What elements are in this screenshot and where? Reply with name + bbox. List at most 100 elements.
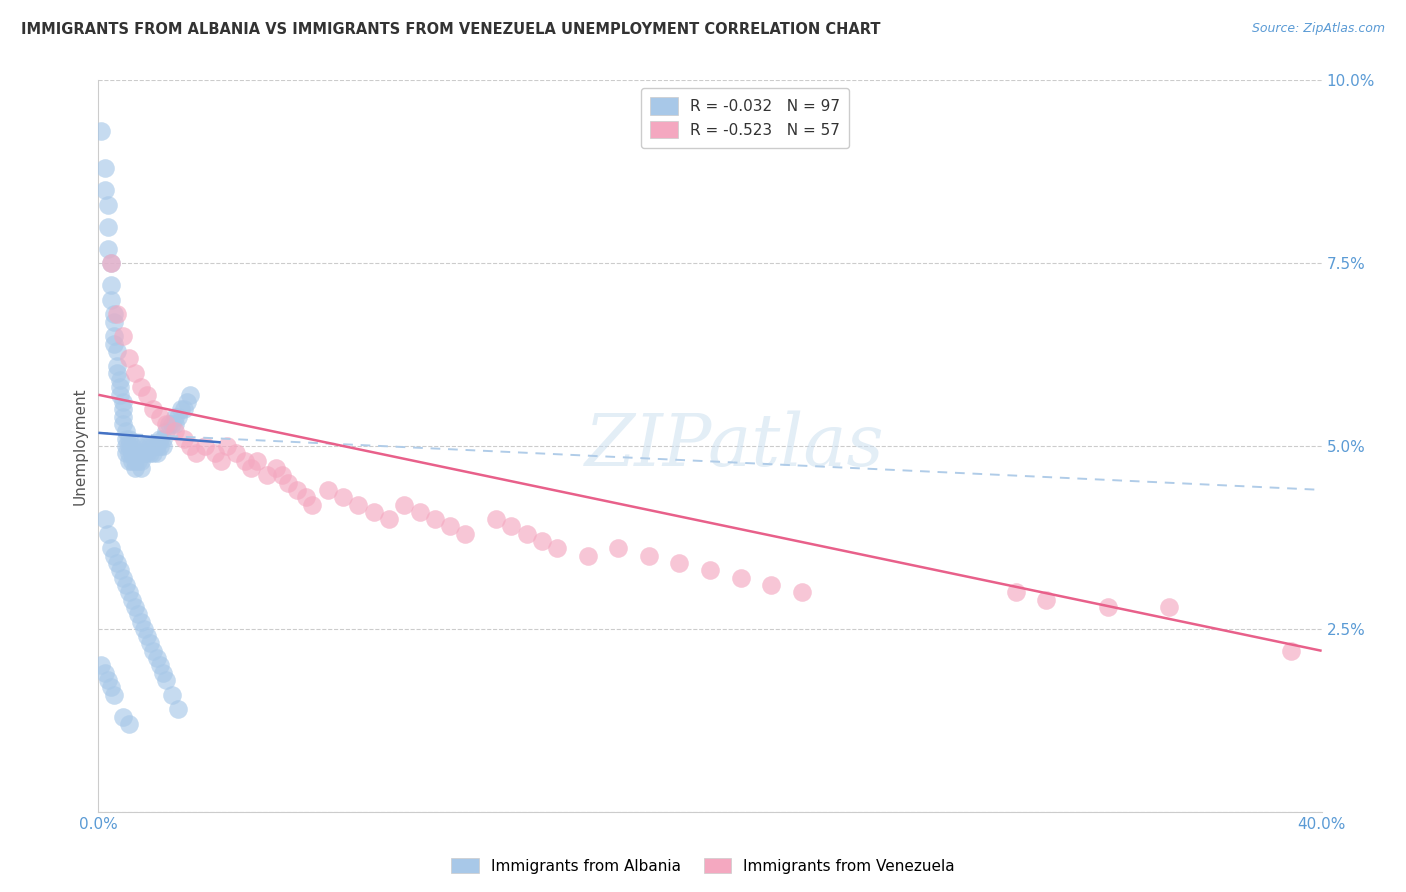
Point [111, 395, 134, 409]
Point [149, 409, 172, 424]
Point [163, 417, 186, 431]
Point [167, 409, 190, 424]
Point [97, 526, 120, 541]
Point [129, 380, 152, 394]
Point [121, 592, 143, 607]
Point [115, 432, 138, 446]
Point [100, 681, 122, 695]
Point [408, 505, 430, 519]
Point [332, 490, 354, 504]
Point [142, 402, 165, 417]
Point [155, 673, 177, 687]
Point [439, 519, 461, 533]
Point [546, 541, 568, 556]
Point [115, 578, 138, 592]
Point [129, 461, 152, 475]
Point [118, 439, 141, 453]
Point [103, 336, 125, 351]
Point [118, 717, 141, 731]
Point [145, 651, 167, 665]
Point [103, 329, 125, 343]
Point [173, 432, 195, 446]
Point [124, 446, 146, 460]
Point [127, 439, 149, 453]
Point [124, 453, 146, 467]
Point [100, 541, 122, 556]
Point [285, 483, 308, 497]
Point [167, 702, 190, 716]
Point [103, 549, 125, 563]
Point [118, 453, 141, 467]
Point [108, 388, 131, 402]
Point [176, 395, 198, 409]
Point [100, 256, 122, 270]
Point [152, 439, 174, 453]
Point [90, 658, 112, 673]
Point [118, 432, 141, 446]
Point [134, 446, 156, 460]
Point [111, 409, 134, 424]
Point [93, 512, 115, 526]
Point [607, 541, 630, 556]
Point [118, 585, 141, 599]
Point [155, 425, 177, 439]
Point [170, 402, 193, 417]
Point [115, 425, 138, 439]
Point [134, 439, 156, 453]
Point [204, 446, 226, 460]
Point [124, 366, 146, 380]
Point [347, 498, 370, 512]
Point [152, 432, 174, 446]
Point [295, 490, 318, 504]
Point [97, 673, 120, 687]
Point [129, 615, 152, 629]
Point [186, 446, 208, 460]
Point [668, 556, 690, 570]
Point [136, 439, 159, 453]
Point [240, 461, 263, 475]
Point [93, 161, 115, 175]
Point [209, 453, 232, 467]
Point [179, 439, 201, 453]
Legend: Immigrants from Albania, Immigrants from Venezuela: Immigrants from Albania, Immigrants from… [444, 852, 962, 880]
Point [136, 629, 159, 643]
Point [392, 498, 416, 512]
Point [759, 578, 782, 592]
Point [97, 197, 120, 211]
Point [127, 453, 149, 467]
Point [118, 351, 141, 366]
Point [97, 242, 120, 256]
Point [103, 307, 125, 321]
Point [142, 644, 165, 658]
Point [105, 307, 128, 321]
Point [139, 446, 162, 460]
Point [637, 549, 661, 563]
Point [108, 373, 131, 387]
Point [215, 439, 238, 453]
Point [139, 636, 162, 650]
Legend: R = -0.032   N = 97, R = -0.523   N = 57: R = -0.032 N = 97, R = -0.523 N = 57 [641, 88, 849, 148]
Point [97, 219, 120, 234]
Point [111, 571, 134, 585]
Point [1004, 585, 1026, 599]
Point [103, 315, 125, 329]
Point [1279, 644, 1302, 658]
Point [149, 658, 172, 673]
Point [108, 380, 131, 394]
Text: Source: ZipAtlas.com: Source: ZipAtlas.com [1251, 22, 1385, 36]
Point [270, 468, 292, 483]
Point [277, 475, 299, 490]
Point [454, 526, 477, 541]
Point [100, 256, 122, 270]
Point [730, 571, 752, 585]
Point [105, 556, 128, 570]
Point [501, 519, 523, 533]
Point [516, 526, 538, 541]
Point [1035, 592, 1057, 607]
Point [152, 665, 174, 680]
Text: IMMIGRANTS FROM ALBANIA VS IMMIGRANTS FROM VENEZUELA UNEMPLOYMENT CORRELATION CH: IMMIGRANTS FROM ALBANIA VS IMMIGRANTS FR… [21, 22, 880, 37]
Point [105, 366, 128, 380]
Point [115, 439, 138, 453]
Point [530, 534, 553, 549]
Point [173, 402, 195, 417]
